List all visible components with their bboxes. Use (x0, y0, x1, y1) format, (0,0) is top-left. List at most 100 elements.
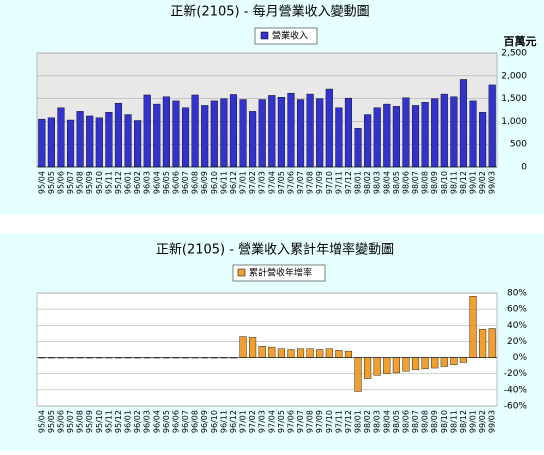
x-tick-label: 98/03 (373, 171, 382, 194)
x-tick-label: 97/01 (239, 410, 248, 433)
bar (364, 114, 372, 168)
x-tick-label: 98/05 (392, 171, 401, 194)
bar (268, 346, 276, 358)
x-tick-label: 97/05 (277, 171, 286, 194)
x-tick-label: 97/12 (344, 171, 353, 194)
bar (373, 107, 381, 168)
x-tick-label: 97/03 (258, 171, 267, 194)
x-tick-label: 97/06 (286, 171, 295, 194)
x-tick-label: 96/10 (210, 410, 219, 433)
x-tick-label: 97/07 (296, 410, 305, 433)
bar (488, 328, 496, 358)
bar (335, 107, 343, 168)
bar (469, 296, 477, 358)
bar (440, 93, 448, 168)
bar (488, 84, 496, 168)
bar (105, 112, 113, 168)
chart-title: 正新(2105) - 每月營業收入變動圖 (170, 4, 369, 20)
bar (66, 119, 75, 168)
bar (134, 120, 142, 168)
bar (392, 106, 400, 168)
x-tick-label: 98/06 (401, 410, 410, 433)
bar (258, 99, 266, 168)
bar (450, 96, 458, 168)
bar (95, 117, 103, 168)
x-tick-label: 95/12 (114, 410, 123, 433)
bar (249, 337, 257, 358)
x-tick-label: 97/12 (344, 410, 353, 433)
legend-label: 累計營收年增率 (249, 267, 312, 279)
bar (316, 349, 324, 358)
x-tick-label: 95/10 (95, 171, 104, 194)
x-tick-label: 98/08 (421, 171, 430, 194)
x-tick-label: 96/02 (133, 171, 142, 194)
x-tick-label: 98/02 (363, 171, 372, 194)
bar (191, 94, 199, 168)
y-tick-label: 1,000 (501, 117, 527, 127)
x-tick-label: 96/08 (191, 410, 200, 433)
bar (239, 336, 247, 358)
bar (76, 111, 84, 168)
bar (431, 98, 439, 168)
x-tick-label: 97/09 (315, 410, 324, 433)
x-tick-label: 98/03 (373, 410, 382, 433)
x-tick-label: 97/10 (325, 171, 334, 194)
x-tick-label: 95/08 (76, 171, 85, 194)
x-tick-label: 95/09 (85, 410, 94, 433)
x-tick-label: 99/02 (478, 171, 487, 194)
x-tick-label: 95/10 (95, 410, 104, 433)
x-tick-label: 96/02 (133, 410, 142, 433)
x-tick-label: 97/02 (248, 171, 257, 194)
x-tick-label: 98/04 (382, 171, 391, 194)
bar (402, 97, 410, 168)
bar (277, 348, 285, 358)
x-tick-label: 96/03 (143, 410, 152, 433)
x-tick-label: 98/07 (411, 171, 420, 194)
bar (373, 357, 381, 376)
bar (411, 357, 420, 370)
bar (162, 96, 170, 168)
bar (316, 98, 324, 168)
x-tick-label: 96/09 (200, 171, 209, 194)
y-tick-label: 60% (507, 305, 527, 315)
legend-swatch (260, 31, 269, 40)
bar (143, 94, 151, 168)
bar (325, 88, 333, 168)
x-tick-label: 95/08 (76, 410, 85, 433)
x-tick-label: 98/10 (440, 410, 449, 433)
bar (210, 100, 218, 168)
bar (344, 350, 353, 358)
x-tick-label: 98/11 (449, 410, 458, 433)
y-tick-label: 20% (507, 337, 527, 347)
x-tick-label: 98/02 (363, 410, 372, 433)
bar (229, 94, 238, 168)
y-tick-label: 1,500 (501, 94, 527, 104)
bar (450, 357, 458, 366)
bar (239, 99, 247, 168)
legend-swatch (237, 268, 246, 277)
x-tick-label: 95/07 (66, 410, 75, 433)
x-tick-label: 98/10 (440, 171, 449, 194)
y-tick-label: 2,500 (501, 49, 527, 59)
x-tick-label: 95/04 (37, 171, 46, 194)
bar (479, 112, 487, 168)
x-tick-label: 97/01 (239, 171, 248, 194)
bar (411, 105, 420, 168)
x-tick-label: 96/08 (191, 171, 200, 194)
bar (383, 357, 391, 374)
bar (287, 92, 295, 168)
x-tick-label: 95/05 (47, 171, 56, 194)
bar (364, 357, 372, 379)
x-tick-label: 95/06 (56, 410, 65, 433)
x-tick-label: 99/01 (469, 171, 478, 194)
bar (421, 357, 429, 370)
bar (459, 79, 468, 168)
x-tick-label: 96/05 (162, 410, 171, 433)
bar (392, 357, 400, 374)
bar (172, 100, 180, 168)
bar (124, 114, 132, 168)
bar (440, 357, 448, 367)
x-tick-label: 97/04 (267, 410, 276, 433)
bar (335, 350, 343, 358)
